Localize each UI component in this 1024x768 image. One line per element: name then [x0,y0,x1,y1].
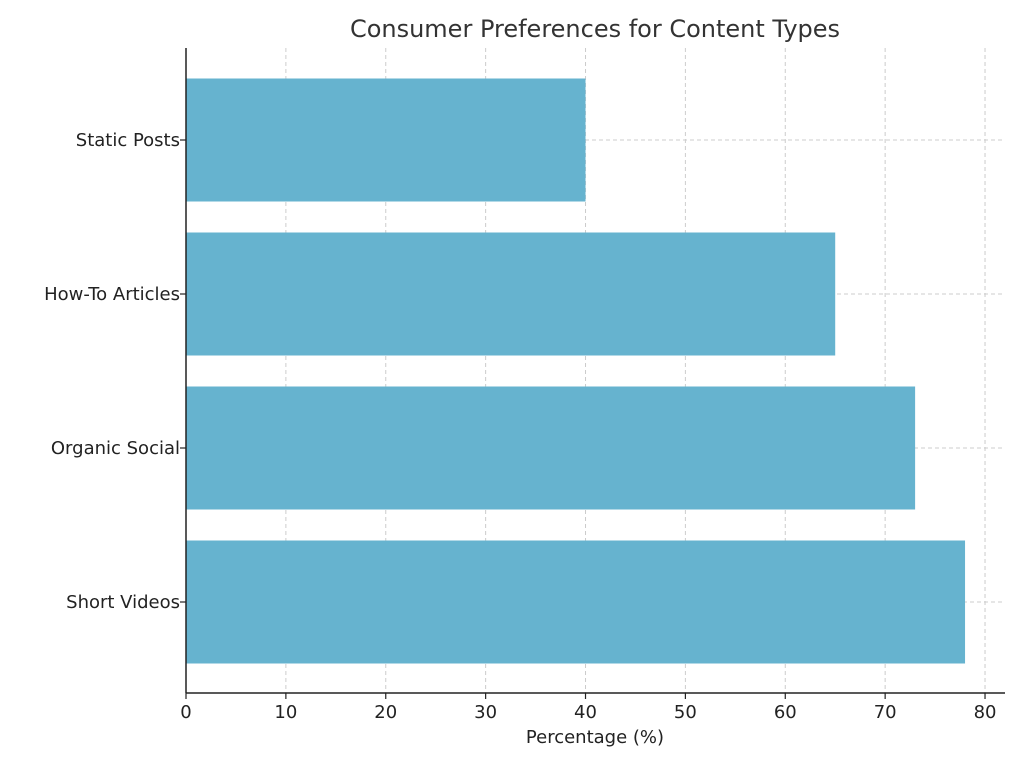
x-tick-label: 80 [974,702,997,723]
chart-title: Consumer Preferences for Content Types [350,15,840,43]
x-tick-label: 40 [574,702,597,723]
x-tick-label: 50 [674,702,697,723]
y-tick-label: How-To Articles [44,284,180,305]
x-tick-label: 60 [774,702,797,723]
bar-static-posts [186,78,586,202]
y-tick-label: Organic Social [51,438,180,459]
bar-how-to-articles [186,232,836,356]
x-axis-label: Percentage (%) [526,727,664,748]
x-tick-label: 30 [474,702,497,723]
x-tick-label: 20 [374,702,397,723]
bar-organic-social [186,386,916,510]
y-ticks: Short Videos Organic Social How-To Article… [44,130,186,613]
x-tick-label: 10 [274,702,297,723]
y-tick-label: Short Videos [66,592,180,613]
x-tick-label: 0 [180,702,191,723]
x-tick-label: 70 [874,702,897,723]
bar-short-videos [186,540,966,664]
axes [185,48,1005,694]
bars [186,78,966,664]
y-tick-label: Static Posts [76,130,180,151]
x-ticks: 0 10 20 30 40 50 60 70 80 [180,693,996,723]
